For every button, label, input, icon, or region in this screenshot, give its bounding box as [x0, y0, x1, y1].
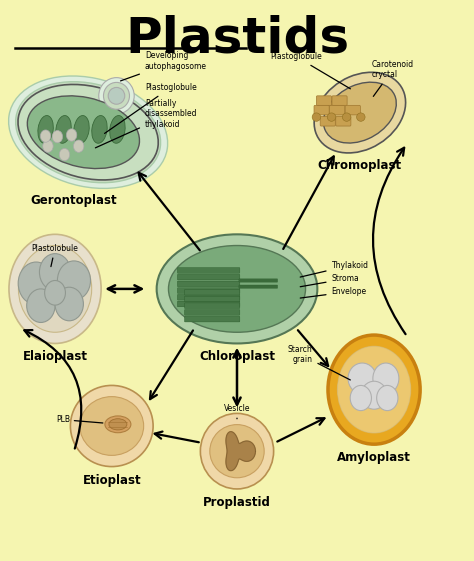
- Text: Envelope: Envelope: [300, 287, 367, 298]
- Ellipse shape: [328, 335, 420, 444]
- Ellipse shape: [348, 363, 376, 394]
- Ellipse shape: [66, 129, 77, 141]
- Text: Plastoglobule: Plastoglobule: [105, 83, 197, 134]
- FancyBboxPatch shape: [184, 316, 240, 322]
- Text: Gerontoplast: Gerontoplast: [31, 194, 117, 207]
- Ellipse shape: [27, 289, 55, 323]
- FancyBboxPatch shape: [184, 296, 240, 302]
- Ellipse shape: [314, 72, 406, 153]
- FancyBboxPatch shape: [329, 105, 345, 115]
- FancyBboxPatch shape: [336, 117, 351, 126]
- FancyBboxPatch shape: [184, 310, 240, 315]
- Ellipse shape: [361, 381, 387, 409]
- Text: Plastids: Plastids: [125, 15, 349, 63]
- Ellipse shape: [56, 116, 71, 143]
- Ellipse shape: [52, 131, 63, 143]
- Ellipse shape: [342, 113, 351, 121]
- Text: Etioplast: Etioplast: [82, 473, 141, 486]
- Ellipse shape: [109, 116, 125, 143]
- Ellipse shape: [356, 113, 365, 121]
- Text: Chloroplast: Chloroplast: [199, 351, 275, 364]
- Ellipse shape: [27, 96, 139, 168]
- Ellipse shape: [45, 280, 65, 305]
- Ellipse shape: [201, 413, 273, 489]
- Ellipse shape: [156, 234, 318, 343]
- Ellipse shape: [327, 113, 336, 121]
- Ellipse shape: [99, 77, 134, 114]
- Ellipse shape: [109, 419, 127, 430]
- Ellipse shape: [18, 262, 54, 305]
- Ellipse shape: [38, 116, 53, 143]
- Ellipse shape: [16, 82, 161, 183]
- Ellipse shape: [18, 246, 91, 332]
- FancyBboxPatch shape: [177, 274, 240, 280]
- FancyBboxPatch shape: [177, 281, 240, 287]
- Ellipse shape: [9, 234, 101, 343]
- Ellipse shape: [39, 254, 71, 291]
- Ellipse shape: [73, 140, 84, 153]
- FancyBboxPatch shape: [317, 96, 331, 105]
- FancyBboxPatch shape: [184, 289, 240, 295]
- Text: Vesicle: Vesicle: [224, 403, 250, 419]
- Ellipse shape: [43, 140, 53, 153]
- FancyBboxPatch shape: [177, 295, 240, 300]
- Text: Plastolobule: Plastolobule: [32, 243, 79, 266]
- FancyBboxPatch shape: [177, 301, 240, 307]
- FancyBboxPatch shape: [239, 279, 278, 282]
- Text: Chromoplast: Chromoplast: [318, 159, 402, 172]
- Text: Elaioplast: Elaioplast: [23, 351, 88, 364]
- Ellipse shape: [40, 130, 51, 142]
- FancyBboxPatch shape: [314, 105, 329, 115]
- Ellipse shape: [103, 82, 129, 109]
- Ellipse shape: [92, 116, 107, 143]
- Ellipse shape: [71, 385, 153, 467]
- Text: Stroma: Stroma: [300, 274, 359, 287]
- Ellipse shape: [210, 425, 264, 478]
- FancyBboxPatch shape: [345, 105, 360, 115]
- Text: Amyloplast: Amyloplast: [337, 451, 411, 464]
- Ellipse shape: [312, 113, 320, 121]
- Text: PLB: PLB: [56, 415, 71, 424]
- FancyBboxPatch shape: [184, 303, 240, 309]
- Ellipse shape: [337, 346, 410, 433]
- Ellipse shape: [323, 82, 396, 143]
- Ellipse shape: [168, 246, 306, 332]
- Ellipse shape: [108, 88, 125, 104]
- Text: Developing
autophagosome: Developing autophagosome: [120, 52, 207, 81]
- Ellipse shape: [57, 261, 91, 300]
- Text: Proplastid: Proplastid: [203, 496, 271, 509]
- Text: Carotenoid
cryctal: Carotenoid cryctal: [372, 60, 414, 96]
- Ellipse shape: [373, 363, 399, 394]
- Ellipse shape: [105, 416, 131, 433]
- Ellipse shape: [9, 76, 168, 188]
- Ellipse shape: [350, 385, 372, 411]
- FancyBboxPatch shape: [320, 117, 335, 126]
- Text: Starch
grain: Starch grain: [288, 344, 350, 380]
- FancyBboxPatch shape: [332, 96, 347, 105]
- Ellipse shape: [55, 287, 83, 321]
- FancyBboxPatch shape: [177, 288, 240, 293]
- Ellipse shape: [59, 149, 70, 161]
- FancyBboxPatch shape: [177, 268, 240, 273]
- Ellipse shape: [18, 85, 158, 180]
- Ellipse shape: [74, 116, 89, 143]
- Ellipse shape: [377, 385, 398, 411]
- Polygon shape: [226, 431, 255, 471]
- Text: Partially
disassembled
thylakoid: Partially disassembled thylakoid: [95, 99, 197, 148]
- Text: Plastoglobule: Plastoglobule: [270, 52, 350, 89]
- Ellipse shape: [80, 397, 144, 456]
- Text: Thylakoid: Thylakoid: [300, 261, 368, 277]
- FancyBboxPatch shape: [239, 285, 278, 288]
